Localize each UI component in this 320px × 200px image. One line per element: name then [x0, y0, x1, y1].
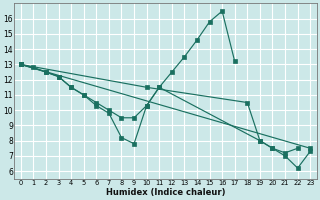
- X-axis label: Humidex (Indice chaleur): Humidex (Indice chaleur): [106, 188, 225, 197]
